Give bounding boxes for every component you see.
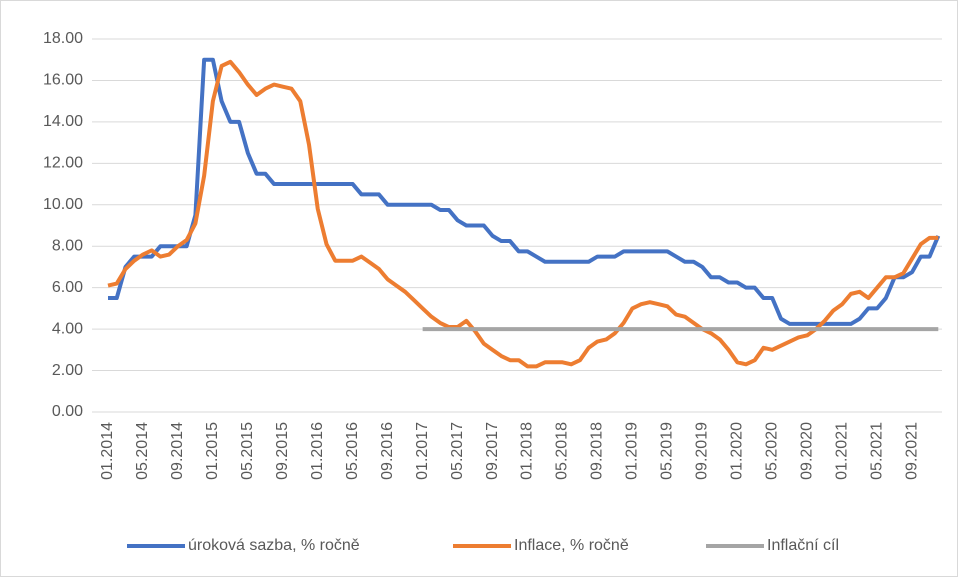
y-tick-label: 0.00 [52, 403, 83, 420]
x-tick-label: 09.2018 [589, 422, 606, 480]
x-tick-label: 01.2015 [204, 422, 221, 480]
x-tick-label: 01.2017 [414, 422, 431, 480]
y-tick-label: 8.00 [52, 237, 83, 254]
x-tick-label: 01.2019 [624, 422, 641, 480]
x-tick-label: 01.2020 [728, 422, 745, 480]
y-tick-label: 14.00 [43, 113, 83, 130]
x-tick-label: 09.2019 [694, 422, 711, 480]
x-tick-label: 05.2018 [554, 422, 571, 480]
series-line [107, 59, 939, 369]
x-tick-label: 09.2014 [169, 422, 186, 480]
x-tick-label: 05.2019 [659, 422, 676, 480]
series-line [108, 57, 941, 326]
y-tick-label: 4.00 [52, 320, 83, 337]
x-tick-label: 05.2016 [344, 422, 361, 480]
x-tick-label: 05.2017 [449, 422, 466, 480]
y-tick-label: 2.00 [52, 362, 83, 379]
legend-label: Inflace, % ročně [514, 537, 629, 554]
x-tick-label: 09.2015 [274, 422, 291, 480]
x-tick-label: 01.2014 [99, 422, 116, 480]
x-tick-label: 09.2016 [379, 422, 396, 480]
y-tick-label: 6.00 [52, 279, 83, 296]
y-tick-label: 18.00 [43, 30, 83, 47]
x-tick-label: 05.2014 [134, 422, 151, 480]
x-tick-label: 01.2021 [833, 422, 850, 480]
x-tick-label: 09.2021 [903, 422, 920, 480]
y-tick-label: 10.00 [43, 196, 83, 213]
x-tick-label: 05.2020 [763, 422, 780, 480]
legend-label: úroková sazba, % ročně [188, 537, 360, 554]
x-tick-label: 01.2018 [519, 422, 536, 480]
x-tick-label: 09.2017 [484, 422, 501, 480]
legend-label: Inflační cíl [767, 537, 839, 554]
x-tick-label: 01.2016 [309, 422, 326, 480]
x-tick-label: 05.2015 [239, 422, 256, 480]
y-tick-label: 12.00 [43, 155, 83, 172]
x-tick-label: 09.2020 [798, 422, 815, 480]
x-tick-label: 05.2021 [868, 422, 885, 480]
y-tick-label: 16.00 [43, 72, 83, 89]
